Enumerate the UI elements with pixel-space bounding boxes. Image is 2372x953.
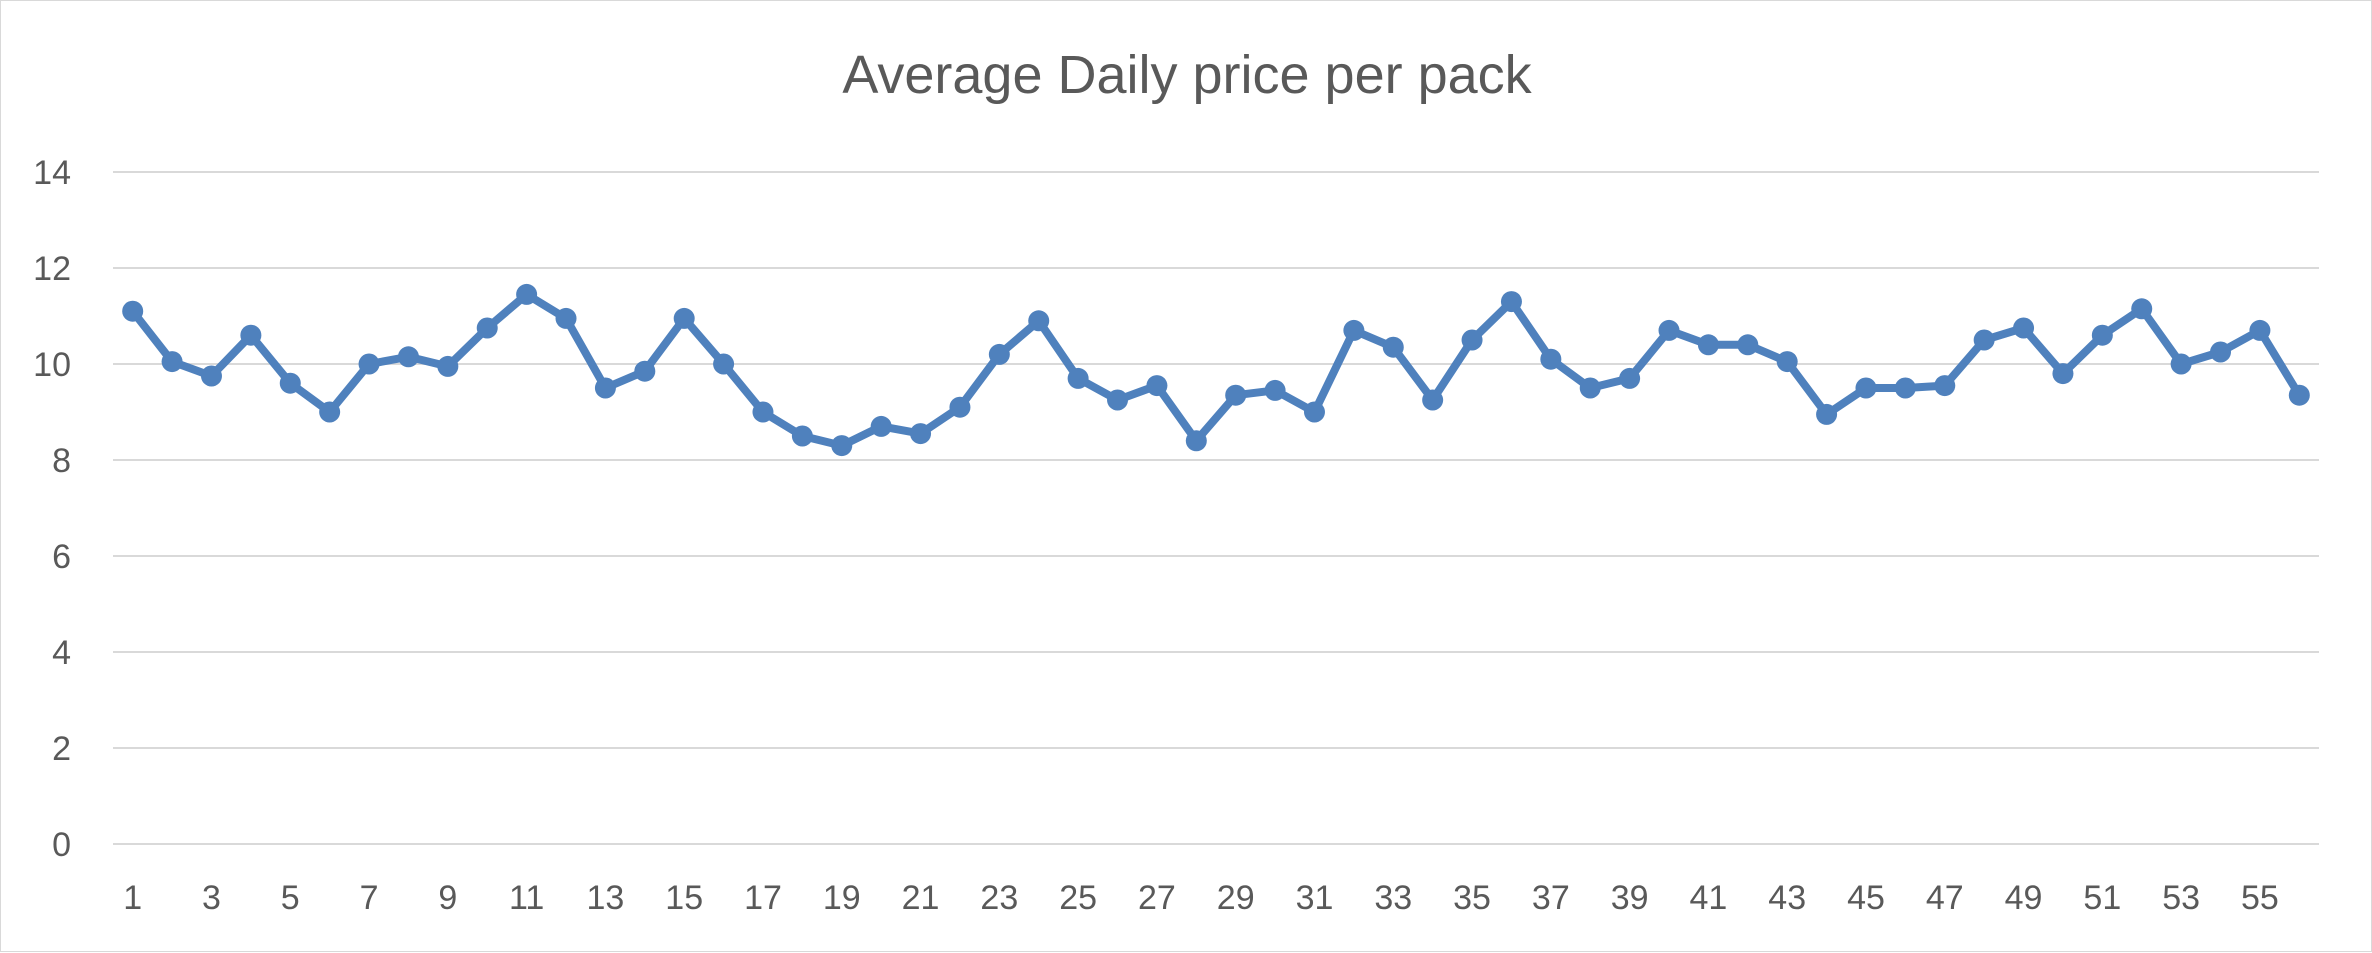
x-tick-label: 7 <box>360 879 379 917</box>
data-point <box>1934 375 1956 397</box>
data-point <box>949 396 971 418</box>
data-point <box>2288 384 2310 406</box>
y-tick-label: 8 <box>52 442 71 480</box>
x-tick-label: 19 <box>823 879 861 917</box>
data-point <box>437 355 459 377</box>
x-tick-label: 51 <box>2083 879 2121 917</box>
x-tick-label: 43 <box>1768 879 1806 917</box>
data-point <box>1422 389 1444 411</box>
data-point <box>1461 329 1483 351</box>
data-point <box>713 353 735 375</box>
data-point <box>1264 379 1286 401</box>
x-tick-label: 37 <box>1532 879 1570 917</box>
data-point <box>1028 310 1050 332</box>
x-tick-label: 29 <box>1217 879 1255 917</box>
data-point <box>1816 403 1838 425</box>
data-point <box>910 423 932 445</box>
data-point <box>831 435 853 457</box>
data-point <box>1382 336 1404 358</box>
x-tick-label: 41 <box>1689 879 1727 917</box>
y-tick-label: 4 <box>52 634 71 672</box>
x-tick-label: 5 <box>281 879 300 917</box>
data-point <box>988 343 1010 365</box>
data-point <box>476 317 498 339</box>
y-tick-label: 0 <box>52 826 71 864</box>
x-tick-label: 23 <box>980 879 1018 917</box>
x-tick-label: 39 <box>1611 879 1649 917</box>
x-tick-label: 25 <box>1059 879 1097 917</box>
y-tick-label: 6 <box>52 538 71 576</box>
data-point <box>2210 341 2232 363</box>
data-point <box>358 353 380 375</box>
data-point <box>2091 324 2113 346</box>
data-point <box>1658 319 1680 341</box>
data-point <box>1855 377 1877 399</box>
y-tick-label: 14 <box>33 154 71 192</box>
x-tick-label: 47 <box>1926 879 1964 917</box>
data-point <box>1107 389 1129 411</box>
x-tick-label: 21 <box>902 879 940 917</box>
x-tick-label: 27 <box>1138 879 1176 917</box>
x-tick-label: 1 <box>123 879 142 917</box>
data-point <box>161 351 183 373</box>
x-tick-label: 53 <box>2162 879 2200 917</box>
data-point <box>1697 334 1719 356</box>
data-point <box>1737 334 1759 356</box>
data-point <box>1579 377 1601 399</box>
data-point <box>673 307 695 329</box>
data-point <box>870 415 892 437</box>
y-axis: 0 2 4 6 8 10 12 14 <box>33 154 71 864</box>
data-point <box>1343 319 1365 341</box>
data-point <box>1973 329 1995 351</box>
x-tick-label: 49 <box>2005 879 2043 917</box>
data-point <box>1185 430 1207 452</box>
data-point <box>319 401 341 423</box>
data-point <box>2052 363 2074 385</box>
chart-title: Average Daily price per pack <box>842 45 1532 105</box>
x-tick-label: 13 <box>586 879 624 917</box>
x-tick-label: 33 <box>1374 879 1412 917</box>
x-tick-label: 31 <box>1296 879 1334 917</box>
x-tick-label: 45 <box>1847 879 1885 917</box>
data-point <box>1619 367 1641 389</box>
gridlines <box>113 171 2319 845</box>
data-point <box>1500 291 1522 313</box>
data-point <box>2249 319 2271 341</box>
data-point <box>555 307 577 329</box>
data-point <box>2131 298 2153 320</box>
data-point <box>594 377 616 399</box>
data-point <box>791 425 813 447</box>
data-point <box>279 372 301 394</box>
data-point <box>1067 367 1089 389</box>
data-point <box>1540 348 1562 370</box>
data-point <box>122 300 144 322</box>
x-tick-label: 9 <box>438 879 457 917</box>
data-point <box>1776 351 1798 373</box>
x-tick-label: 55 <box>2241 879 2279 917</box>
x-tick-label: 35 <box>1453 879 1491 917</box>
data-point <box>634 360 656 382</box>
data-point <box>397 346 419 368</box>
data-point <box>1225 384 1247 406</box>
data-point <box>200 365 222 387</box>
data-point <box>516 283 538 305</box>
series-layer <box>122 283 2310 457</box>
y-tick-label: 2 <box>52 730 71 768</box>
data-point <box>752 401 774 423</box>
x-tick-label: 17 <box>744 879 782 917</box>
y-tick-label: 12 <box>33 250 71 288</box>
x-tick-label: 11 <box>509 879 544 917</box>
data-point <box>1146 375 1168 397</box>
x-axis: 1 3 5 7 9 11 13 15 17 19 21 23 25 27 29 31 33 35 37 39 41 43 4… <box>123 879 2279 917</box>
data-point <box>240 324 262 346</box>
x-tick-label: 3 <box>202 879 221 917</box>
y-tick-label: 10 <box>33 346 71 384</box>
data-point <box>1894 377 1916 399</box>
data-point <box>1303 401 1325 423</box>
data-point <box>2013 317 2035 339</box>
x-tick-label: 15 <box>665 879 703 917</box>
data-point <box>2170 353 2192 375</box>
